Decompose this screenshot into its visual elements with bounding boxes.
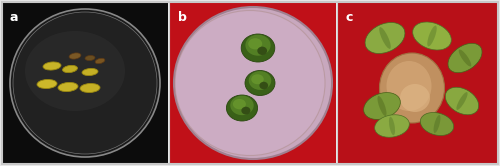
Ellipse shape	[13, 12, 157, 154]
Ellipse shape	[379, 27, 391, 49]
Ellipse shape	[174, 7, 332, 159]
Ellipse shape	[226, 95, 258, 121]
Ellipse shape	[245, 71, 275, 95]
Ellipse shape	[85, 55, 95, 61]
Ellipse shape	[458, 49, 471, 67]
Text: b: b	[178, 11, 187, 24]
Ellipse shape	[95, 58, 105, 64]
Ellipse shape	[43, 62, 61, 70]
Bar	[2, 2, 168, 164]
Ellipse shape	[364, 93, 401, 119]
Ellipse shape	[233, 99, 246, 109]
Ellipse shape	[434, 115, 440, 133]
Ellipse shape	[246, 35, 270, 56]
Ellipse shape	[386, 61, 432, 111]
Ellipse shape	[58, 83, 78, 92]
Ellipse shape	[448, 43, 482, 73]
Ellipse shape	[80, 83, 100, 92]
Ellipse shape	[365, 23, 405, 53]
Ellipse shape	[446, 87, 478, 115]
Ellipse shape	[230, 96, 254, 115]
Ellipse shape	[428, 26, 436, 46]
Text: a: a	[10, 11, 18, 24]
Ellipse shape	[420, 113, 454, 135]
Ellipse shape	[37, 80, 57, 88]
Ellipse shape	[374, 115, 410, 137]
Ellipse shape	[10, 9, 160, 157]
Ellipse shape	[378, 96, 386, 116]
Ellipse shape	[400, 84, 430, 112]
Ellipse shape	[260, 82, 268, 89]
Ellipse shape	[69, 53, 81, 59]
Ellipse shape	[380, 53, 444, 123]
Ellipse shape	[249, 71, 271, 90]
Ellipse shape	[389, 117, 395, 135]
Bar	[170, 2, 336, 164]
Ellipse shape	[412, 22, 452, 50]
Ellipse shape	[175, 10, 325, 156]
Text: c: c	[345, 11, 352, 24]
Ellipse shape	[456, 92, 468, 110]
Ellipse shape	[25, 31, 125, 111]
Ellipse shape	[248, 38, 262, 49]
Ellipse shape	[82, 68, 98, 76]
Ellipse shape	[252, 74, 264, 84]
Bar	[337, 2, 498, 164]
Ellipse shape	[258, 47, 267, 55]
Ellipse shape	[241, 34, 275, 62]
Ellipse shape	[62, 65, 78, 73]
Ellipse shape	[242, 107, 250, 115]
